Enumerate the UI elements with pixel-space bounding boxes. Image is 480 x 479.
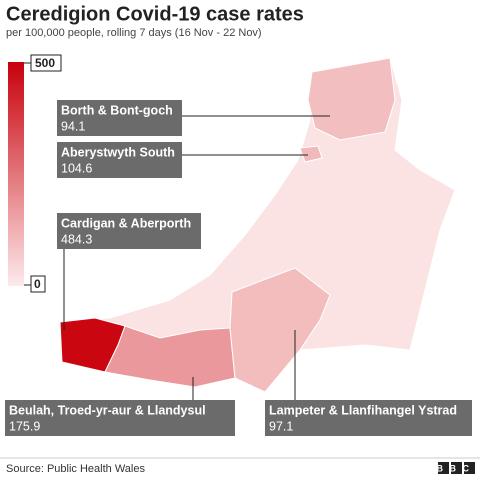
area-name: Aberystwyth South bbox=[61, 145, 175, 159]
area-value: 175.9 bbox=[9, 419, 40, 433]
title: Ceredigion Covid-19 case rates bbox=[6, 3, 304, 25]
area-name: Borth & Bont-goch bbox=[61, 103, 173, 117]
area-value: 97.1 bbox=[269, 419, 293, 433]
area bbox=[299, 145, 323, 163]
label: Lampeter & Llanfihangel Ystrad 97.1 bbox=[265, 330, 472, 436]
label-box bbox=[57, 213, 201, 249]
area-name: Cardigan & Aberporth bbox=[61, 216, 191, 230]
label: Borth & Bont-goch 94.1 bbox=[57, 100, 330, 136]
label-box bbox=[57, 100, 182, 136]
legend-label-box bbox=[30, 275, 46, 293]
legend-label-box bbox=[30, 54, 62, 72]
legend-min: 0 bbox=[34, 277, 41, 291]
brand-logo: BBC bbox=[437, 462, 476, 474]
area-value: 104.6 bbox=[61, 161, 92, 175]
area-value: 484.3 bbox=[61, 232, 92, 246]
label: Beulah, Troed-yr-aur & Llandysul 175.9 bbox=[5, 377, 235, 436]
area-name: Beulah, Troed-yr-aur & Llandysul bbox=[9, 403, 206, 417]
area bbox=[104, 325, 236, 388]
label: Aberystwyth South 104.6 bbox=[57, 142, 308, 178]
label-box bbox=[57, 142, 182, 178]
area bbox=[229, 267, 331, 393]
legend-max: 500 bbox=[35, 56, 55, 70]
source: Source: Public Health Wales bbox=[6, 463, 145, 475]
area-name: Lampeter & Llanfihangel Ystrad bbox=[269, 403, 457, 417]
area-value: 94.1 bbox=[61, 119, 85, 133]
label-box bbox=[5, 400, 235, 436]
brand: BBC bbox=[437, 463, 476, 473]
area bbox=[307, 57, 396, 141]
subtitle: per 100,000 people, rolling 7 days (16 N… bbox=[6, 27, 262, 39]
label-box bbox=[265, 400, 472, 436]
legend-bar bbox=[8, 62, 24, 286]
label: Cardigan & Aberporth 484.3 bbox=[57, 213, 201, 330]
